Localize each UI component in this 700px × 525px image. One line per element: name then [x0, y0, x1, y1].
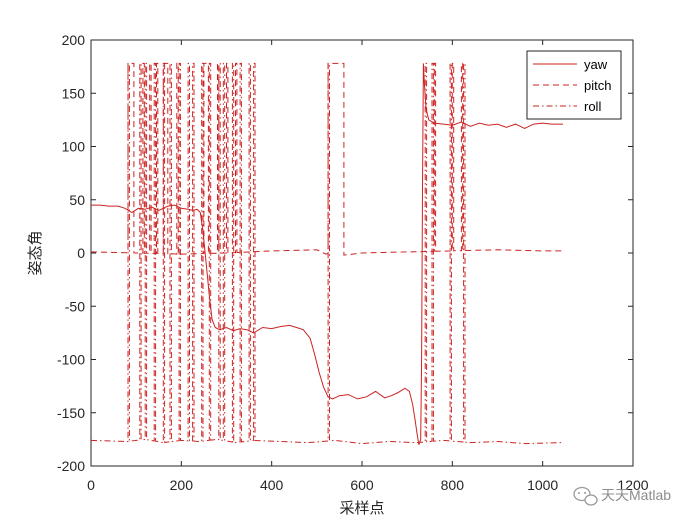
x-axis-title: 采样点	[339, 499, 384, 517]
x-tick-label: 1200	[617, 477, 648, 493]
y-tick-label: -50	[65, 298, 85, 314]
legend: yaw pitch roll	[526, 50, 622, 120]
y-tick-label: 200	[62, 32, 86, 48]
x-tick-label: 1000	[527, 477, 558, 493]
wechat-icon	[573, 486, 598, 506]
legend-label-yaw: yaw	[584, 57, 608, 72]
y-axis-title: 姿态角	[26, 230, 44, 275]
x-tick-label: 200	[170, 477, 194, 493]
legend-label-roll: roll	[584, 99, 601, 114]
y-tick-label: -200	[57, 458, 85, 474]
x-tick-label: 800	[441, 477, 465, 493]
y-tick-label: 50	[69, 192, 85, 208]
y-tick-label: 0	[77, 245, 85, 261]
x-tick-label: 0	[87, 477, 95, 493]
series-line-pitch	[90, 62, 563, 256]
y-tick-label: 150	[62, 85, 86, 101]
x-tick-label: 400	[260, 477, 284, 493]
x-tick-label: 600	[350, 477, 374, 493]
legend-label-pitch: pitch	[584, 78, 611, 93]
series-line-yaw	[91, 63, 563, 445]
series-line-roll	[90, 62, 564, 445]
watermark: 天天Matlab	[573, 486, 671, 506]
watermark-text: 天天Matlab	[601, 487, 671, 503]
y-tick-label: -150	[57, 405, 85, 421]
y-tick-label: 100	[62, 139, 86, 155]
y-tick-label: -100	[57, 352, 85, 368]
